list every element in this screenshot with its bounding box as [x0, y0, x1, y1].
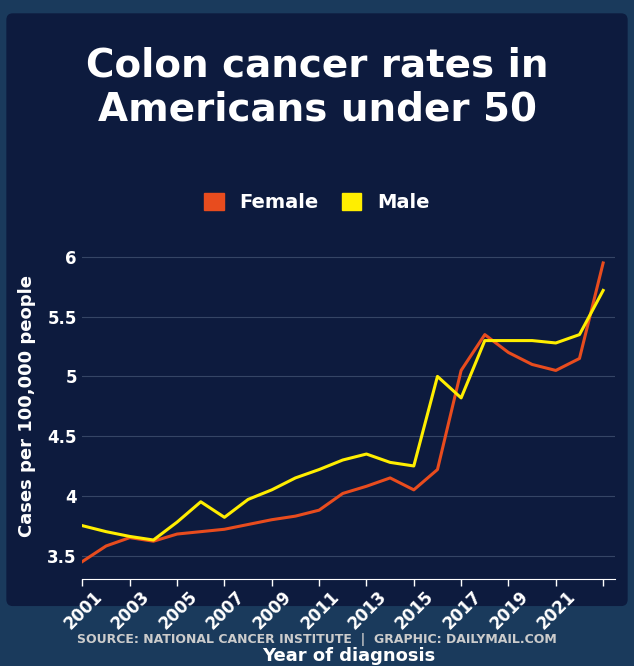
Male — [481, 336, 489, 344]
Female — [315, 506, 323, 514]
Female — [102, 542, 110, 550]
Female — [150, 537, 157, 545]
Female — [481, 330, 489, 338]
Male — [505, 336, 512, 344]
Female — [386, 474, 394, 482]
Male — [315, 466, 323, 474]
Female — [599, 259, 607, 267]
Male — [552, 339, 560, 347]
Female — [434, 466, 441, 474]
Male — [150, 536, 157, 544]
Legend: Female, Male: Female, Male — [204, 193, 430, 212]
Female — [576, 354, 583, 362]
Male — [576, 330, 583, 338]
Male — [457, 394, 465, 402]
Female — [197, 527, 205, 535]
Female — [292, 512, 299, 520]
Male — [434, 372, 441, 380]
Male — [292, 474, 299, 482]
Female — [173, 530, 181, 538]
Female — [528, 360, 536, 368]
Female — [221, 525, 228, 533]
Text: Colon cancer rates in
Americans under 50: Colon cancer rates in Americans under 50 — [86, 47, 548, 129]
Female — [339, 490, 347, 498]
Male — [197, 498, 205, 505]
Line: Female: Female — [82, 263, 603, 561]
Female — [79, 557, 86, 565]
Male — [268, 486, 276, 494]
Male — [528, 336, 536, 344]
Male — [173, 518, 181, 526]
Female — [457, 366, 465, 374]
Female — [244, 521, 252, 529]
Line: Male: Male — [82, 290, 603, 540]
Y-axis label: Cases per 100,000 people: Cases per 100,000 people — [18, 275, 36, 537]
Male — [79, 521, 86, 529]
Male — [339, 456, 347, 464]
X-axis label: Year of diagnosis: Year of diagnosis — [262, 647, 436, 665]
Male — [386, 458, 394, 466]
Female — [268, 515, 276, 523]
Male — [126, 532, 134, 540]
Male — [599, 286, 607, 294]
Female — [363, 482, 370, 490]
Female — [126, 533, 134, 541]
Male — [244, 496, 252, 503]
Male — [221, 513, 228, 521]
Text: SOURCE: NATIONAL CANCER INSTITUTE  |  GRAPHIC: DAILYMAIL.COM: SOURCE: NATIONAL CANCER INSTITUTE | GRAP… — [77, 633, 557, 646]
Female — [552, 366, 560, 374]
Female — [410, 486, 418, 494]
Female — [505, 348, 512, 356]
Male — [102, 527, 110, 535]
Male — [410, 462, 418, 470]
Male — [363, 450, 370, 458]
